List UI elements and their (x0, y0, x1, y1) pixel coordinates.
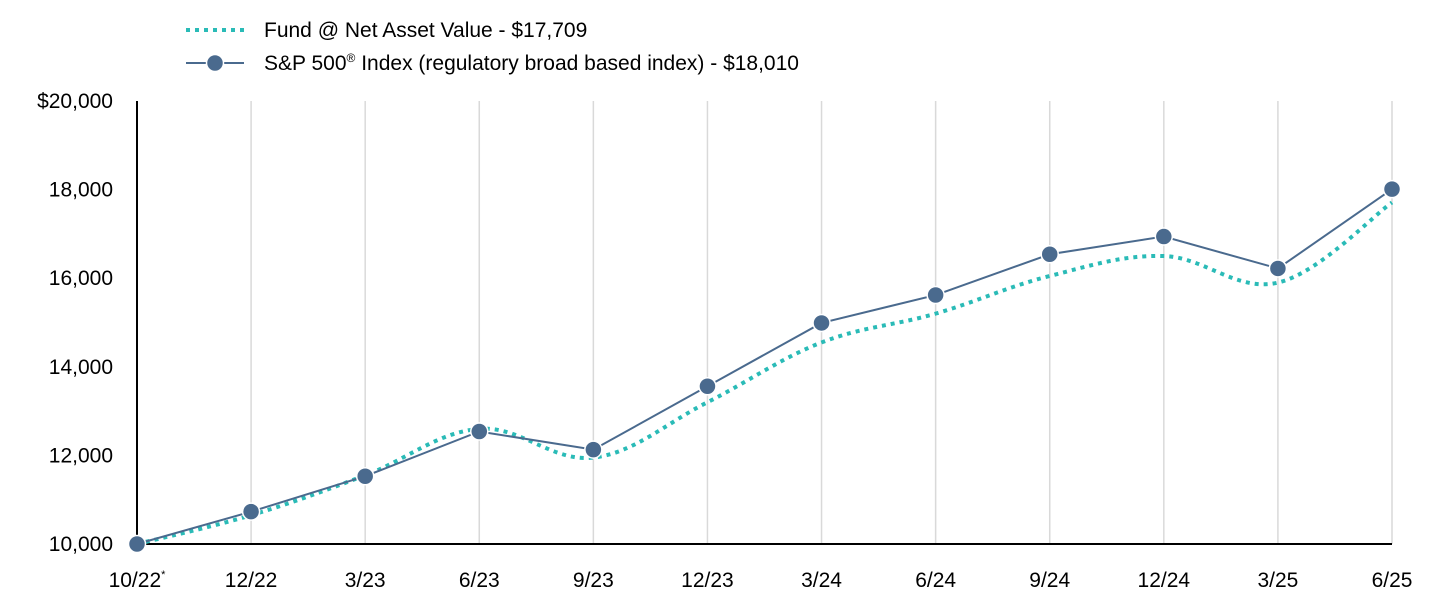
legend-label-sp500-rest: Index (regulatory broad based index) - $… (355, 52, 799, 75)
series-point-sp500 (241, 502, 261, 521)
x-axis-tick-labels: 10/22* 12/22 3/23 6/23 9/23 12/23 3/24 6/24 9/24… (109, 569, 1413, 592)
y-tick-label: 14,000 (49, 356, 113, 379)
x-tick-label: 3/23 (345, 569, 386, 592)
y-tick-label: $20,000 (37, 90, 113, 113)
legend-label-fund: Fund @ Net Asset Value - $17,709 (264, 19, 587, 42)
series-point-sp500 (584, 440, 603, 459)
x-tick-label: 3/25 (1257, 569, 1298, 592)
y-tick-label: 16,000 (49, 267, 113, 290)
x-tick-label: 9/23 (573, 569, 614, 592)
registered-mark: ® (347, 51, 356, 65)
y-tick-label: 18,000 (49, 179, 113, 202)
series-line-sp500 (136, 188, 1393, 545)
y-axis-tick-labels: 10,000 12,000 14,000 16,000 18,000 $20,000 (37, 90, 113, 556)
series-point-sp500 (1040, 245, 1059, 264)
series-point-sp500 (1154, 227, 1174, 246)
legend-label-sp500: S&P 500® Index (regulatory broad based i… (264, 51, 799, 75)
x-tick-label: 3/24 (801, 569, 842, 592)
x-tick-label: 12/23 (681, 569, 734, 592)
series-point-sp500 (926, 285, 945, 305)
series (127, 179, 1402, 554)
series-point-sp500 (698, 377, 717, 396)
x-tick-label: 12/24 (1138, 569, 1191, 592)
legend-label-sp500-main: S&P 500 (264, 52, 347, 75)
series-point-sp500 (470, 422, 489, 441)
x-tick-label: 6/25 (1372, 569, 1413, 592)
x-tick-label: 9/24 (1029, 569, 1070, 592)
legend-swatch-sp500-marker (205, 53, 225, 73)
axes (136, 101, 1392, 545)
x-tick-label: 6/24 (915, 569, 956, 592)
series-point-sp500 (1268, 259, 1288, 278)
series-point-sp500 (1382, 179, 1402, 199)
series-point-sp500 (127, 534, 147, 554)
series-point-sp500 (812, 313, 831, 333)
footnote-marker: * (161, 569, 166, 581)
series-point-sp500 (355, 466, 375, 486)
x-tick-label: 10/22* (109, 569, 167, 592)
y-tick-label: 10,000 (49, 533, 113, 556)
x-tick-label: 12/22 (225, 569, 278, 592)
series-line-fund-nav (136, 200, 1394, 546)
y-tick-label: 12,000 (49, 444, 113, 467)
x-tick-label: 6/23 (459, 569, 500, 592)
legend: Fund @ Net Asset Value - $17,709 S&P 500®… (186, 19, 799, 75)
